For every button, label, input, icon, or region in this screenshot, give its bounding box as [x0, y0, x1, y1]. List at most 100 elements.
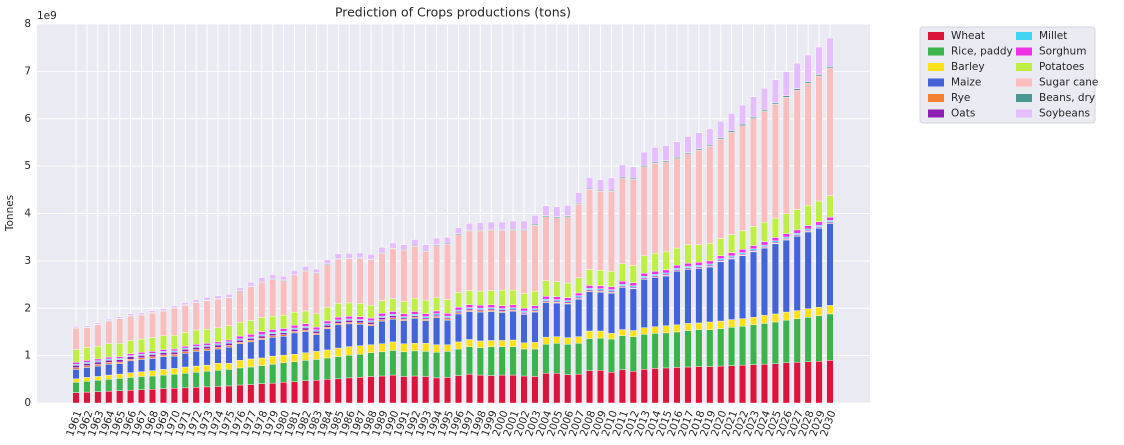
bar-segment [323, 264, 331, 308]
bar-segment [192, 372, 200, 388]
bar-segment [564, 337, 572, 345]
bar-segment [127, 377, 135, 391]
bar-segment [192, 365, 200, 373]
bar-segment [72, 392, 80, 404]
bar-segment [476, 340, 484, 348]
bar-segment [498, 312, 506, 341]
bar-segment [236, 287, 244, 292]
bar-segment [214, 344, 222, 348]
bar-segment [444, 377, 452, 404]
bar-segment [782, 311, 790, 321]
bar-segment [400, 313, 408, 317]
bar-segment [793, 229, 801, 234]
chart-title: Prediction of Crops productions (tons) [335, 5, 571, 20]
bar-segment [367, 317, 375, 322]
bar-segment [269, 336, 277, 357]
bar-segment [760, 323, 768, 365]
bar-segment [225, 342, 233, 346]
legend-swatch [1016, 47, 1032, 56]
bar-segment [203, 343, 211, 346]
bar-segment [149, 310, 156, 313]
bar-segment [312, 268, 320, 274]
bar-segment [72, 381, 80, 393]
bar-segment [750, 317, 757, 326]
bar-segment [476, 374, 484, 404]
bar-segment [509, 220, 517, 230]
bar-segment [684, 330, 692, 368]
bar-segment [323, 349, 331, 359]
bar-segment [269, 335, 277, 338]
bar-segment [105, 343, 113, 358]
bar-segment [247, 341, 255, 360]
bar-segment [389, 318, 397, 343]
bar-segment [236, 367, 244, 386]
bar-segment [815, 46, 823, 75]
bar-segment [203, 328, 211, 344]
bar-segment [258, 335, 266, 339]
bar-segment [312, 313, 320, 328]
bar-segment [815, 74, 823, 77]
bar-segment [149, 370, 156, 377]
bar-segment [815, 75, 823, 202]
bar-segment [323, 324, 331, 328]
bar-segment [542, 302, 550, 338]
bar-segment [717, 320, 725, 329]
bar-segment [411, 375, 419, 404]
bar-segment [520, 314, 528, 344]
bar-segment [607, 271, 615, 288]
bar-segment [728, 365, 736, 404]
bar-segment [750, 116, 757, 119]
bar-segment [673, 158, 681, 249]
bar-segment [804, 361, 812, 404]
bar-segment [94, 380, 102, 392]
bar-segment [116, 373, 124, 379]
bar-segment [717, 238, 725, 256]
y-tick-label: 7 [24, 65, 31, 77]
bar-segment [531, 311, 539, 343]
bar-segment [203, 348, 211, 351]
bar-segment [83, 365, 91, 368]
bar-segment [433, 297, 441, 312]
bar-segment [804, 82, 812, 206]
bar-segment [804, 225, 812, 230]
bar-segment [465, 373, 473, 404]
bar-segment [149, 312, 156, 338]
bar-segment [739, 364, 747, 404]
bar-segment [269, 329, 277, 333]
bar-segment [225, 369, 233, 387]
bar-segment [575, 299, 583, 337]
bar-segment [170, 308, 178, 336]
bar-segment [465, 308, 473, 311]
bar-segment [203, 386, 211, 404]
bar-segment [618, 281, 626, 285]
bar-segment [302, 380, 309, 404]
bar-segment [72, 349, 80, 363]
bar-segment [312, 273, 320, 314]
bar-segment [236, 291, 244, 323]
bar-segment [498, 309, 506, 312]
bar-segment [498, 221, 506, 230]
bar-segment [815, 307, 823, 317]
bar-segment [192, 349, 200, 352]
bar-segment [531, 215, 539, 225]
bar-segment [629, 371, 637, 404]
bar-segment [323, 328, 331, 351]
bar-segment [422, 343, 430, 352]
bar-segment [422, 317, 430, 320]
bar-segment [181, 353, 189, 368]
bar-segment [782, 236, 790, 239]
bar-segment [509, 304, 517, 308]
bar-segment [629, 288, 637, 331]
bar-segment [127, 360, 135, 373]
bar-segment [586, 370, 594, 404]
bar-segment [826, 216, 834, 221]
legend-label: Barley [951, 61, 985, 73]
bar-segment [94, 358, 102, 362]
bar-segment [367, 254, 375, 260]
bar-segment [597, 190, 604, 271]
bar-segment [684, 136, 692, 153]
bar-segment [684, 263, 692, 267]
bar-segment [618, 335, 626, 371]
bar-segment [433, 310, 441, 314]
bar-segment [258, 383, 266, 404]
